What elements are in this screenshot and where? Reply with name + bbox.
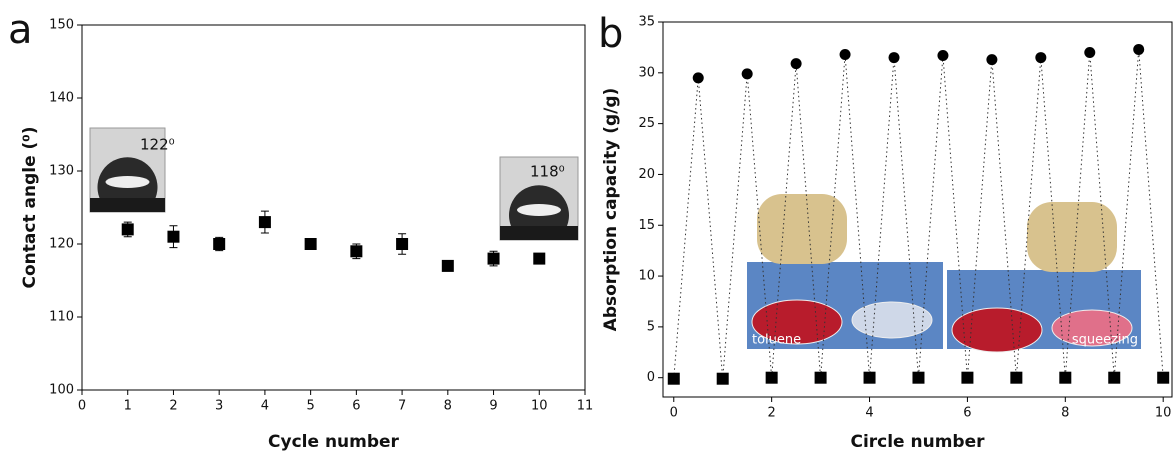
point (1035, 52, 1047, 64)
droplet-highlight (105, 176, 150, 188)
annotation: squeezing (1072, 333, 1138, 348)
y-tick-label: 110 (49, 310, 74, 325)
inset-surface (90, 198, 165, 212)
x-tick-label: 3 (215, 399, 223, 414)
point (716, 372, 729, 385)
point (167, 230, 180, 243)
point (396, 238, 409, 250)
point (814, 371, 827, 384)
y-tick-label: 150 (49, 18, 74, 33)
point (1133, 43, 1145, 55)
glove (1027, 202, 1117, 272)
x-tick-label: 8 (1061, 406, 1069, 421)
y-tick-label: 100 (49, 383, 74, 398)
dish (951, 307, 1043, 353)
point (1010, 371, 1023, 384)
y-tick-label: 30 (638, 65, 655, 80)
x-tick-label: 6 (352, 399, 360, 414)
point (912, 371, 925, 384)
dish (751, 299, 843, 345)
point (487, 252, 500, 265)
y-tick-label: 120 (49, 237, 74, 252)
y-tick-label: 10 (638, 269, 655, 284)
y-tick-label: 5 (647, 319, 655, 334)
point (258, 216, 271, 229)
point (350, 245, 363, 258)
x-axis-title: Circle number (850, 432, 985, 451)
point (888, 52, 900, 64)
glove (757, 194, 847, 264)
x-tick-label: 6 (963, 406, 971, 421)
y-tick-label: 35 (638, 15, 655, 30)
y-axis-title: Absorption capacity (g/g) (601, 88, 621, 332)
point (121, 223, 134, 236)
point (741, 68, 753, 80)
x-tick-label: 4 (261, 399, 269, 414)
x-tick-label: 0 (670, 406, 678, 421)
annotation: 122⁰ (140, 136, 175, 154)
annotation: 118⁰ (530, 163, 565, 181)
dish (1051, 309, 1133, 347)
point (937, 50, 949, 62)
x-tick-label: 11 (577, 399, 594, 414)
point (1108, 371, 1121, 384)
panel-label: b (598, 11, 623, 57)
droplet-highlight (517, 204, 561, 216)
annotation: toluene (752, 333, 801, 348)
x-tick-label: 5 (306, 399, 314, 414)
x-tick-label: 10 (531, 399, 548, 414)
point (765, 371, 778, 384)
point (986, 54, 998, 66)
y-axis-title: Contact angle (⁰) (20, 127, 40, 289)
panel-label: a (8, 7, 33, 53)
x-tick-label: 2 (768, 406, 776, 421)
plot-frame (81, 24, 586, 391)
point (790, 58, 802, 70)
point (863, 371, 876, 384)
x-tick-label: 8 (444, 399, 452, 414)
y-tick-label: 130 (49, 164, 74, 179)
point (692, 72, 704, 84)
dish (851, 301, 933, 339)
point (304, 238, 317, 250)
x-tick-label: 7 (398, 399, 406, 414)
y-tick-label: 15 (638, 218, 655, 233)
point (961, 371, 974, 384)
y-tick-label: 140 (49, 91, 74, 106)
point (441, 259, 454, 272)
y-tick-label: 0 (647, 370, 655, 385)
y-tick-label: 20 (638, 167, 655, 182)
point (1157, 371, 1170, 384)
plot-frame (662, 21, 1173, 398)
point (1059, 371, 1072, 384)
point (1084, 46, 1096, 58)
x-tick-label: 9 (489, 399, 497, 414)
x-axis-title: Cycle number (268, 432, 400, 451)
point (839, 49, 851, 61)
x-tick-label: 2 (169, 399, 177, 414)
x-tick-label: 1 (124, 399, 132, 414)
x-tick-label: 10 (1155, 406, 1172, 421)
x-tick-label: 0 (78, 399, 86, 414)
point (667, 372, 680, 385)
x-tick-label: 4 (865, 406, 873, 421)
point (213, 238, 226, 250)
y-tick-label: 25 (638, 116, 655, 131)
inset-surface (500, 226, 578, 240)
point (533, 252, 546, 265)
